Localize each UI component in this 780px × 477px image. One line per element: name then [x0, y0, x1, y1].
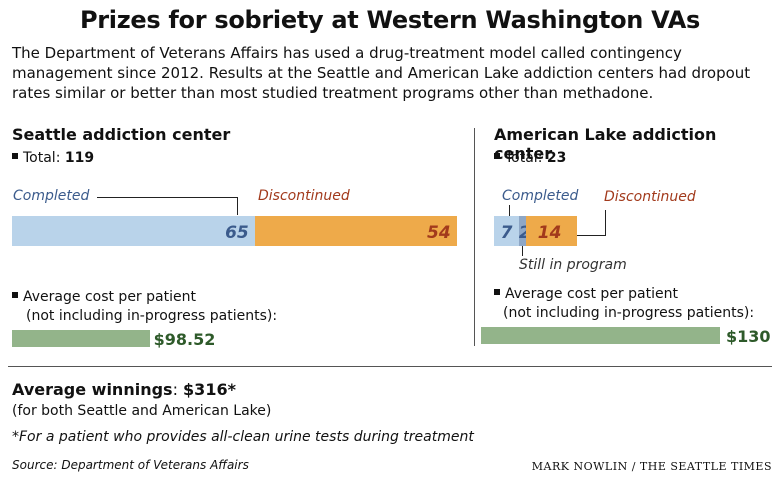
american-lake-still-label: Still in program	[519, 257, 627, 273]
american-lake-completed-label: Completed	[502, 188, 579, 204]
bullet-square-icon	[12, 292, 18, 298]
bar-value-label: 54	[427, 223, 451, 243]
american-lake-cost-label-2: (not including in-progress patients):	[503, 305, 755, 321]
american-lake-total: Total: 23	[494, 150, 566, 166]
bar-value-label: 2	[518, 223, 531, 243]
winnings-footnote: *For a patient who provides all-clean ur…	[12, 429, 474, 445]
american-lake-completed-leader	[509, 205, 510, 217]
bar-segment-discontinued	[526, 216, 577, 246]
winnings-line: Average winnings: $316*	[12, 380, 236, 399]
american-lake-title: American Lake addiction center	[494, 125, 717, 163]
seattle-cost-value: $98.52	[153, 330, 216, 349]
bar-segment-completed	[12, 216, 256, 246]
american-lake-discontinued-leader	[577, 235, 605, 236]
winnings-label: Average winnings	[12, 380, 173, 399]
seattle-completed-leader-drop	[237, 197, 238, 215]
seattle-total: Total: 119	[12, 150, 94, 166]
seattle-cost-label-2: (not including in-progress patients):	[26, 308, 278, 324]
seattle-completed-leader	[97, 197, 237, 198]
american-lake-cost-bar	[481, 327, 720, 344]
credit-line: MARK NOWLIN / THE SEATTLE TIMES	[531, 460, 772, 473]
seattle-title: Seattle addiction center	[12, 125, 231, 144]
winnings-value: $316*	[183, 380, 236, 399]
american-lake-still-leader	[522, 246, 523, 256]
seattle-completed-label: Completed	[13, 188, 90, 204]
source-note: Source: Department of Veterans Affairs	[12, 458, 249, 472]
american-lake-discontinued-label: Discontinued	[604, 189, 696, 205]
american-lake-discontinued-leader-up	[605, 210, 606, 236]
seattle-cost-label-1: Average cost per patient	[12, 289, 196, 305]
seattle-discontinued-label: Discontinued	[258, 188, 350, 204]
section-divider	[474, 128, 475, 346]
winnings-note: (for both Seattle and American Lake)	[12, 403, 272, 419]
bullet-square-icon	[494, 289, 500, 295]
seattle-stacked-bar: 65 54	[12, 216, 457, 246]
american-lake-stacked-bar: 7 2 14	[494, 216, 577, 246]
bottom-divider	[8, 366, 772, 367]
bullet-square-icon	[12, 153, 18, 159]
bar-segment-still-in-program	[519, 216, 527, 246]
bar-segment-completed	[494, 216, 520, 246]
bar-segment-discontinued	[255, 216, 457, 246]
page-title: Prizes for sobriety at Western Washingto…	[79, 6, 701, 34]
bar-value-label: 65	[225, 223, 249, 243]
american-lake-total-value: 23	[546, 150, 567, 166]
bullet-square-icon	[494, 153, 500, 159]
intro-text: The Department of Veterans Affairs has u…	[12, 44, 751, 102]
seattle-cost-bar	[12, 330, 150, 347]
american-lake-cost-label-1: Average cost per patient	[494, 286, 678, 302]
bar-value-label: 14	[537, 223, 562, 243]
seattle-total-value: 119	[64, 150, 95, 166]
american-lake-cost-value: $130	[726, 327, 771, 346]
bar-value-label: 7	[500, 223, 513, 243]
